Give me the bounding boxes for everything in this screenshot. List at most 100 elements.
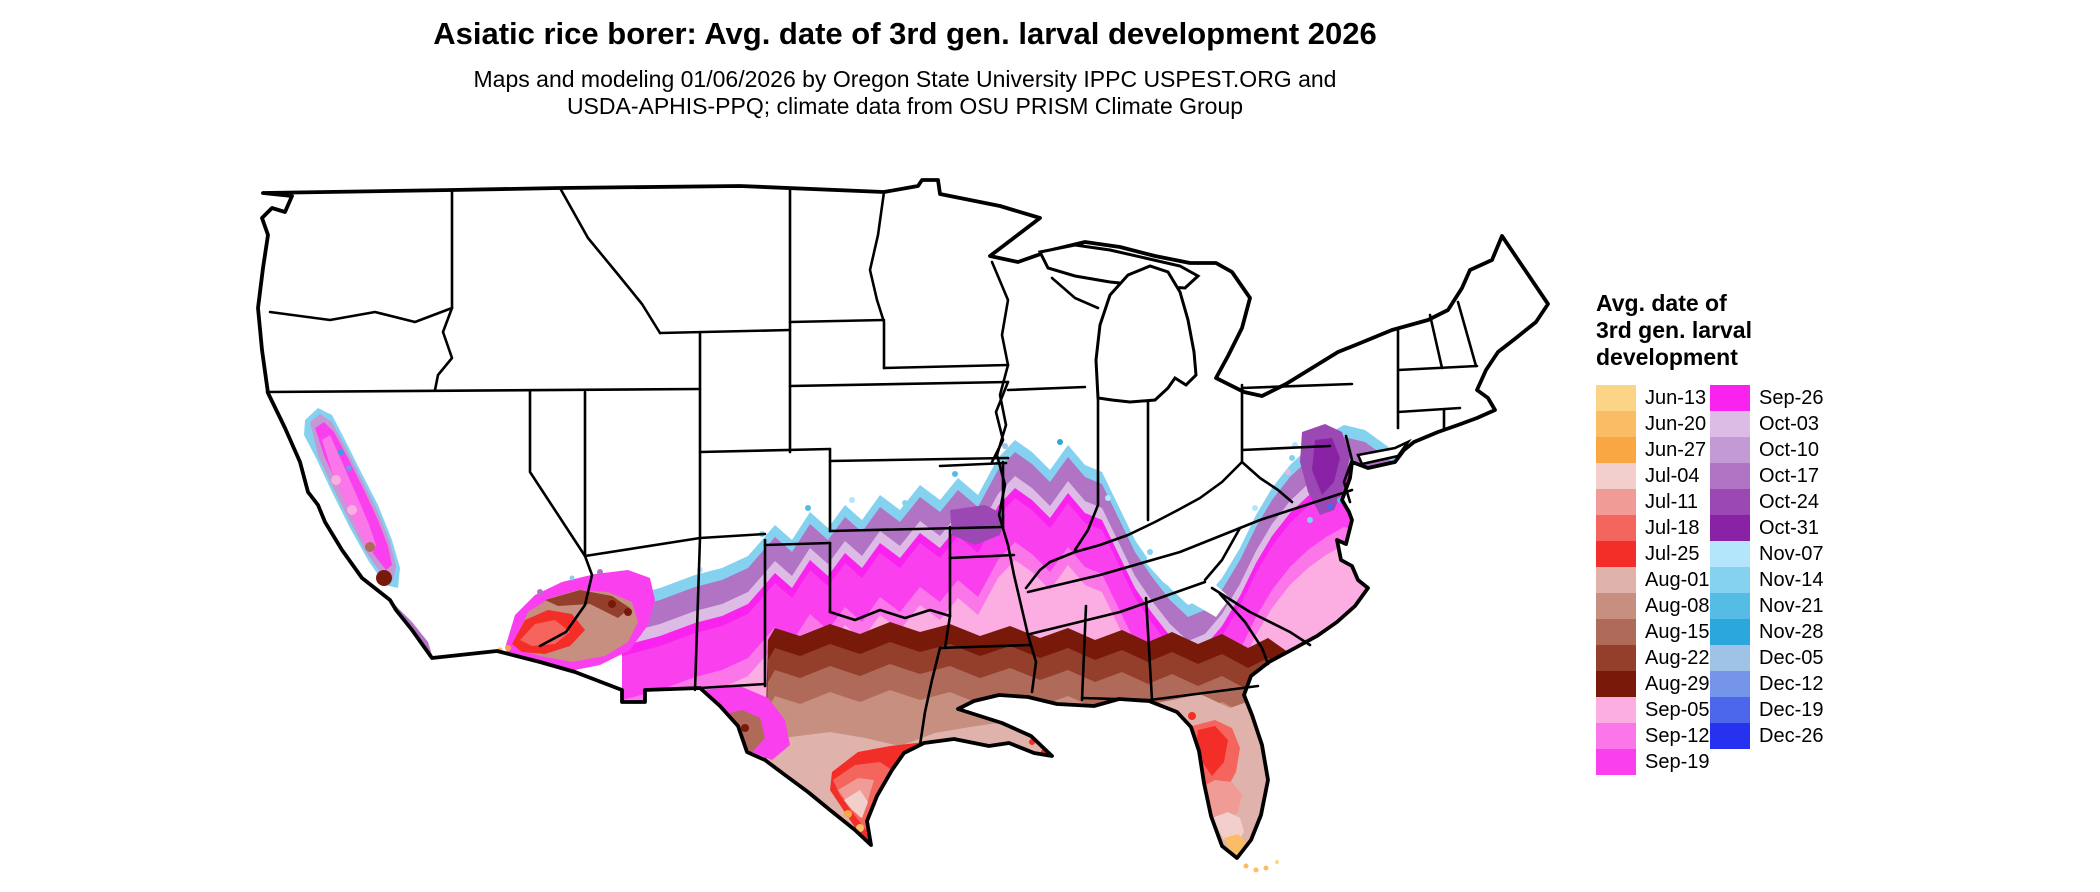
legend-label: Aug-01 [1645,568,1710,591]
legend-row: Nov-21 [1710,593,1824,619]
legend-row: Aug-01 [1596,567,1710,593]
ca-nov28-dot [338,449,344,455]
legend-label: Jun-20 [1645,412,1707,435]
legend-swatch [1710,619,1750,645]
ca-dec12-dot [346,465,352,471]
chesapeake-dec19-dot [1327,504,1333,510]
legend-row: Nov-14 [1710,567,1824,593]
border-ar-tx [943,614,952,650]
title-block: Asiatic rice borer: Avg. date of 3rd gen… [0,16,1810,120]
ca-valley-aug29-dot [376,570,392,586]
legend-row: Jul-04 [1596,463,1710,489]
legend-swatch [1596,411,1636,437]
florida-keys [1243,860,1279,873]
legend-row: Oct-17 [1710,463,1824,489]
legend-row: Jul-25 [1596,541,1710,567]
ozark-oct24 [950,505,1005,545]
az-oct-dot2 [597,569,603,575]
border-ca-nv [528,390,594,648]
edge-dec05-dot [1002,443,1008,449]
border-ma-south [1396,406,1462,414]
border-il-in [1073,388,1100,552]
legend-label: Aug-08 [1645,594,1710,617]
edge-nov-dot-5 [902,500,908,506]
stx-jun20-dot [856,824,864,832]
legend-row: Aug-29 [1596,671,1710,697]
legend-label: Nov-07 [1759,542,1824,565]
page-title: Asiatic rice borer: Avg. date of 3rd gen… [433,16,1377,51]
border-tn-nc [1203,526,1242,582]
legend-swatch [1710,463,1750,489]
border-wv-va [1240,460,1294,504]
ca-valley-aug15-dot [365,542,375,552]
legend-row: Dec-26 [1710,723,1824,749]
chesapeake-nov-dot2 [1307,517,1313,523]
legend-swatch [1710,567,1750,593]
legend-label: Oct-10 [1759,438,1820,461]
border-mississippi-river [995,363,1038,694]
subtitle-line-2: USDA-APHIS-PPQ; climate data from OSU PR… [566,93,1244,119]
legend-label: Sep-26 [1759,386,1824,409]
legend-column-2: Sep-26 Oct-03 Oct-10 Oct-17 Oct-24 Oct-31 Nov-… [1710,385,1824,775]
chesapeake-oct03-dot [1285,469,1291,475]
legend-label: Jul-25 [1645,542,1700,565]
legend-label: Aug-22 [1645,646,1710,669]
legend-swatch [1710,697,1750,723]
border-37n-west [583,532,767,558]
raster-layers [304,408,1420,858]
legend-title: Avg. date of 3rd gen. larval development [1596,290,1926,371]
legend-row: Sep-05 [1596,697,1710,723]
legend-label: Jul-11 [1645,490,1698,513]
border-ms-al [1080,604,1088,702]
chesapeake-oct31 [1312,438,1340,495]
legend-swatch [1596,645,1636,671]
legend-label: Aug-15 [1645,620,1710,643]
legend-title-line-2: 3rd gen. larval [1596,317,1752,343]
border-tx-la [918,646,942,747]
legend-swatch [1596,697,1636,723]
border-42n [265,387,702,394]
legend-swatch [1710,437,1750,463]
legend-row: Oct-03 [1710,411,1824,437]
az-jun27-dot [505,645,511,651]
wtx-aug29-dot [741,724,749,732]
legend-label: Nov-28 [1759,620,1824,643]
legend-label: Sep-05 [1645,698,1710,721]
az-jul18 [520,620,570,646]
border-vt-nh [1428,313,1444,370]
legend-row: Sep-19 [1596,749,1710,775]
legend-row: Aug-22 [1596,645,1710,671]
legend-label: Jul-04 [1645,464,1700,487]
stx-jun27-dot [844,810,852,818]
legend-label: Oct-31 [1759,516,1820,539]
legend-label: Jun-27 [1645,438,1707,461]
legend-label: Nov-21 [1759,594,1824,617]
border-ne-ks [828,456,1010,463]
legend-label: Jun-13 [1645,386,1707,409]
legend-label: Sep-12 [1645,724,1710,747]
border-ia-mo [938,461,1008,468]
legend-label: Dec-12 [1759,672,1824,695]
legend-row: Jun-13 [1596,385,1710,411]
edge-nov28-dot [1057,439,1063,445]
legend-columns: Jun-13 Jun-20 Jun-27 Jul-04 Jul-11 Jul-18 Jul-… [1596,385,1926,775]
appalachian-white-wedge [1146,545,1230,617]
legend-row: Oct-10 [1710,437,1824,463]
legend-swatch [1596,489,1636,515]
az-aug29-dot2 [624,608,632,616]
state-borders [265,186,1479,747]
stx-jul04 [844,790,868,818]
edge-nov-dot-10 [1289,455,1295,461]
border-wi-mn [990,260,1010,367]
legend-label: Sep-19 [1645,750,1710,773]
legend-swatch [1596,385,1636,411]
legend-swatch [1596,671,1636,697]
legend-row: Oct-24 [1710,489,1824,515]
border-al-ga [1144,596,1154,702]
border-ne-ia-missouri-river [990,380,1010,464]
border-mo-ar [948,553,1016,560]
edge-nov-dot-9 [1252,505,1258,511]
legend-swatch [1596,723,1636,749]
